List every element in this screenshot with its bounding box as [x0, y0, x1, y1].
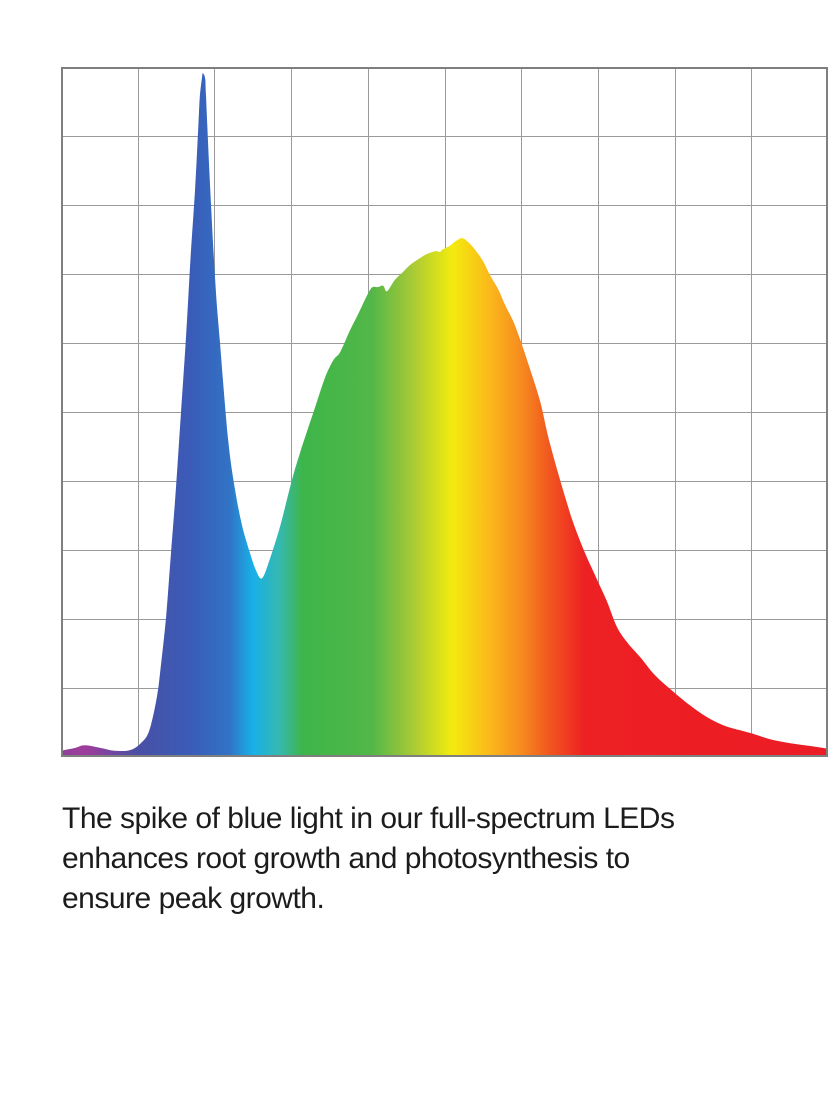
spectrum-chart — [61, 67, 828, 757]
chart-caption: The spike of blue light in our full-spec… — [62, 799, 792, 919]
caption-line-3: ensure peak growth. — [62, 882, 325, 915]
caption-line-1: The spike of blue light in our full-spec… — [62, 802, 675, 835]
spectrum-area — [61, 73, 828, 757]
spectrum-plot — [61, 67, 828, 757]
caption-line-2: enhances root growth and photosynthesis … — [62, 842, 630, 875]
plot-border — [61, 67, 828, 757]
